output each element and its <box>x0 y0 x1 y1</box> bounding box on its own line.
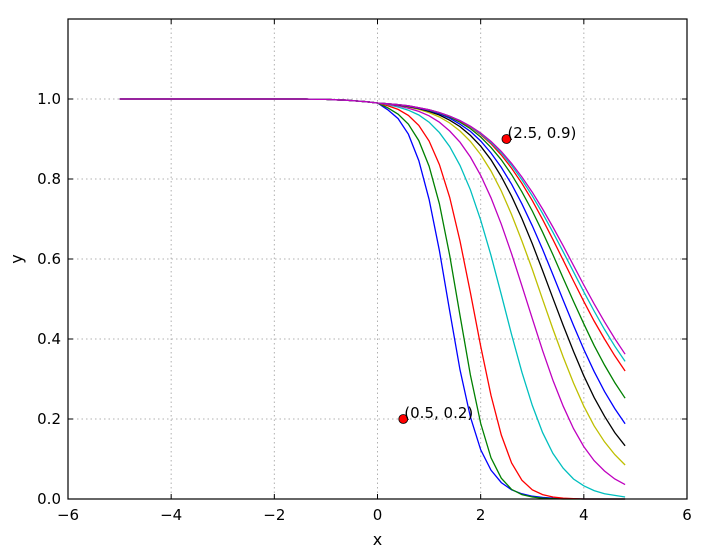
series-line-12 <box>119 98 626 355</box>
point-marker-1 <box>501 134 512 144</box>
x-axis-label: x <box>373 530 382 549</box>
series-line-9 <box>119 98 626 399</box>
y-tick-label: 1.0 <box>37 90 61 108</box>
x-tick-label: −2 <box>263 506 285 524</box>
axis-ticks: −6 −4 −2 0 2 4 6 0.0 0.2 0.4 0.6 0.8 1.0 <box>37 19 692 524</box>
series-line-3 <box>119 98 626 500</box>
x-tick-label: −4 <box>160 506 182 524</box>
series-line-8 <box>119 98 626 425</box>
x-tick-label: −6 <box>57 506 79 524</box>
series-lines <box>119 98 626 500</box>
series-line-2 <box>119 98 626 500</box>
x-tick-label: 0 <box>373 506 383 524</box>
x-tick-label: 2 <box>476 506 486 524</box>
y-tick-label: 0.4 <box>37 330 61 348</box>
series-line-5 <box>119 98 626 486</box>
point-label-1: (2.5, 0.9) <box>507 124 576 142</box>
y-tick-label: 0.6 <box>37 250 61 268</box>
series-line-6 <box>119 98 626 466</box>
series-line-4 <box>119 98 626 498</box>
y-tick-label: 0.0 <box>37 490 61 508</box>
x-tick-label: 4 <box>579 506 589 524</box>
point-marker-2 <box>398 414 409 424</box>
annotated-points: (2.5, 0.9) (0.5, 0.2) <box>398 124 576 424</box>
series-line-1 <box>119 98 626 500</box>
x-tick-label: 6 <box>682 506 692 524</box>
y-tick-label: 0.8 <box>37 170 61 188</box>
point-label-2: (0.5, 0.2) <box>404 404 473 422</box>
grid <box>68 19 687 499</box>
y-tick-label: 0.2 <box>37 410 61 428</box>
series-line-7 <box>119 98 626 447</box>
y-axis-label: y <box>7 254 26 263</box>
